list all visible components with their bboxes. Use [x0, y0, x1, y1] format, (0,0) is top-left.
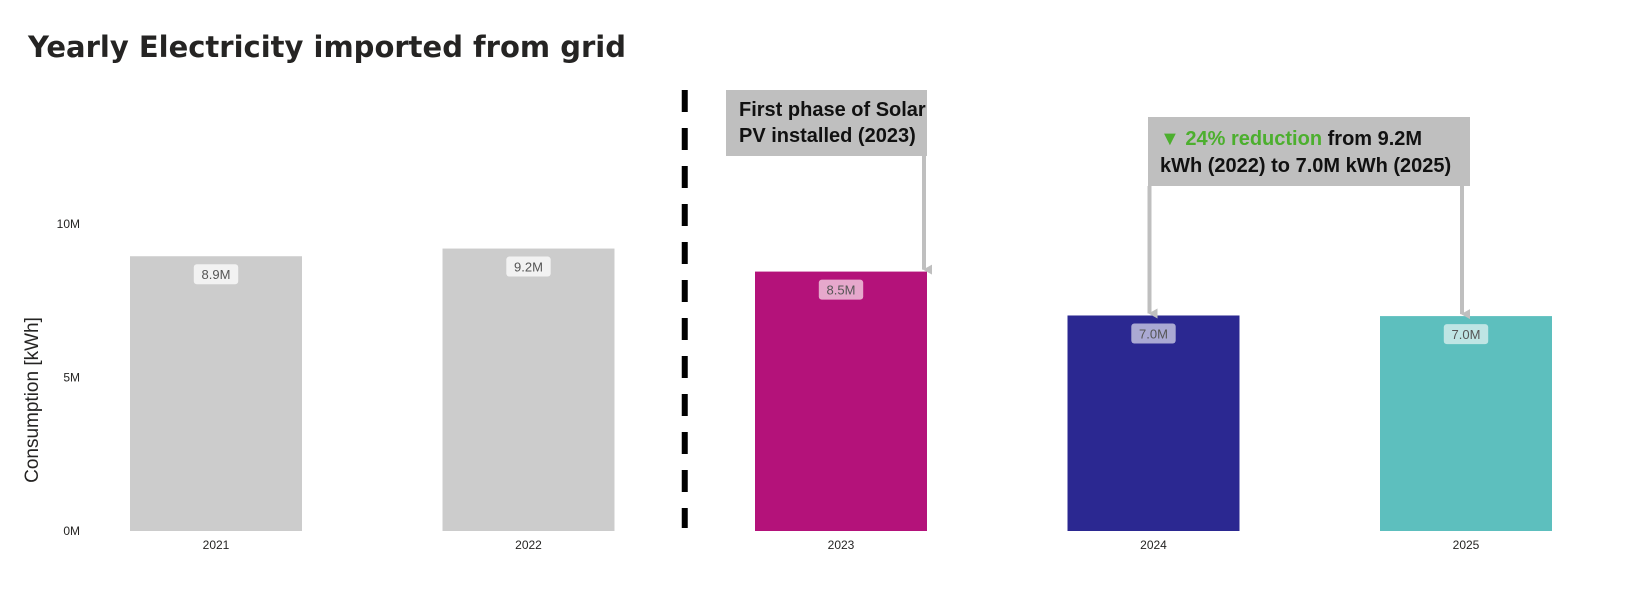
- annotation-text: PV installed (2023): [739, 125, 916, 147]
- bar: [1067, 315, 1240, 531]
- x-axis-ticks: 2021 2022 2023 2024 2025: [203, 538, 1480, 552]
- y-axis-label: Consumption [kWh]: [22, 317, 43, 483]
- data-label-box: [1131, 323, 1176, 344]
- bar: [755, 271, 927, 531]
- x-tick-label: 2024: [1140, 538, 1167, 552]
- data-label-box: [818, 279, 864, 300]
- x-tick-label: 2022: [515, 538, 542, 552]
- annotation-highlight: ▼ 24% reduction: [1160, 128, 1322, 150]
- x-tick-label: 2023: [828, 538, 855, 552]
- y-tick-label: 5M: [63, 371, 80, 385]
- y-tick-label: 0M: [63, 524, 80, 538]
- annotation-box: [1148, 117, 1470, 186]
- x-tick-label: 2025: [1453, 538, 1480, 552]
- bar: [442, 248, 615, 531]
- annotation-box: [726, 90, 927, 156]
- y-tick-label: 10M: [57, 217, 80, 231]
- annotation-text: First phase of Solar: [739, 99, 926, 121]
- bars: 8.9M 9.2M 8.5M 7.0M 7.0M: [130, 248, 1552, 531]
- annotations: First phase of Solar PV installed (2023) ▼…: [726, 90, 1470, 320]
- annotation-text: kWh (2022) to 7.0M kWh (2025): [1160, 155, 1451, 177]
- data-label: 8.9M: [202, 267, 231, 282]
- data-label: 8.5M: [827, 283, 856, 298]
- data-label: 7.0M: [1139, 326, 1168, 341]
- bar: [130, 256, 302, 531]
- data-label-box: [506, 256, 551, 277]
- x-tick-label: 2021: [203, 538, 230, 552]
- data-label: 7.0M: [1452, 327, 1481, 342]
- data-label: 9.2M: [514, 260, 543, 275]
- bar: [1380, 316, 1552, 531]
- annotation-text: ▼ 24% reduction from 9.2M: [1160, 128, 1422, 150]
- annotation-text-rest: from 9.2M: [1322, 128, 1422, 150]
- y-axis-ticks: 0M 5M 10M: [57, 217, 80, 538]
- data-label-box: [1443, 324, 1489, 345]
- chart-title: Yearly Electricity imported from grid: [27, 30, 626, 64]
- data-label-box: [193, 264, 239, 285]
